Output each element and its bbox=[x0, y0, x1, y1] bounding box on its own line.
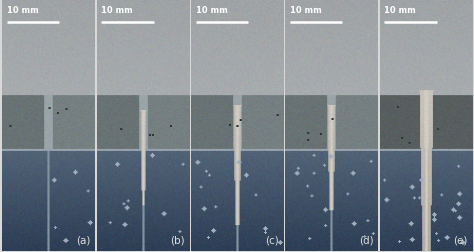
Text: 10 mm: 10 mm bbox=[7, 6, 39, 15]
Text: 10 mm: 10 mm bbox=[196, 6, 228, 15]
Text: (e): (e) bbox=[454, 235, 468, 244]
Text: (b): (b) bbox=[170, 235, 185, 244]
Text: 10 mm: 10 mm bbox=[101, 6, 133, 15]
Text: (c): (c) bbox=[265, 235, 279, 244]
Text: 10 mm: 10 mm bbox=[290, 6, 322, 15]
Text: (d): (d) bbox=[359, 235, 374, 244]
Text: (a): (a) bbox=[76, 235, 91, 244]
Text: 10 mm: 10 mm bbox=[384, 6, 416, 15]
